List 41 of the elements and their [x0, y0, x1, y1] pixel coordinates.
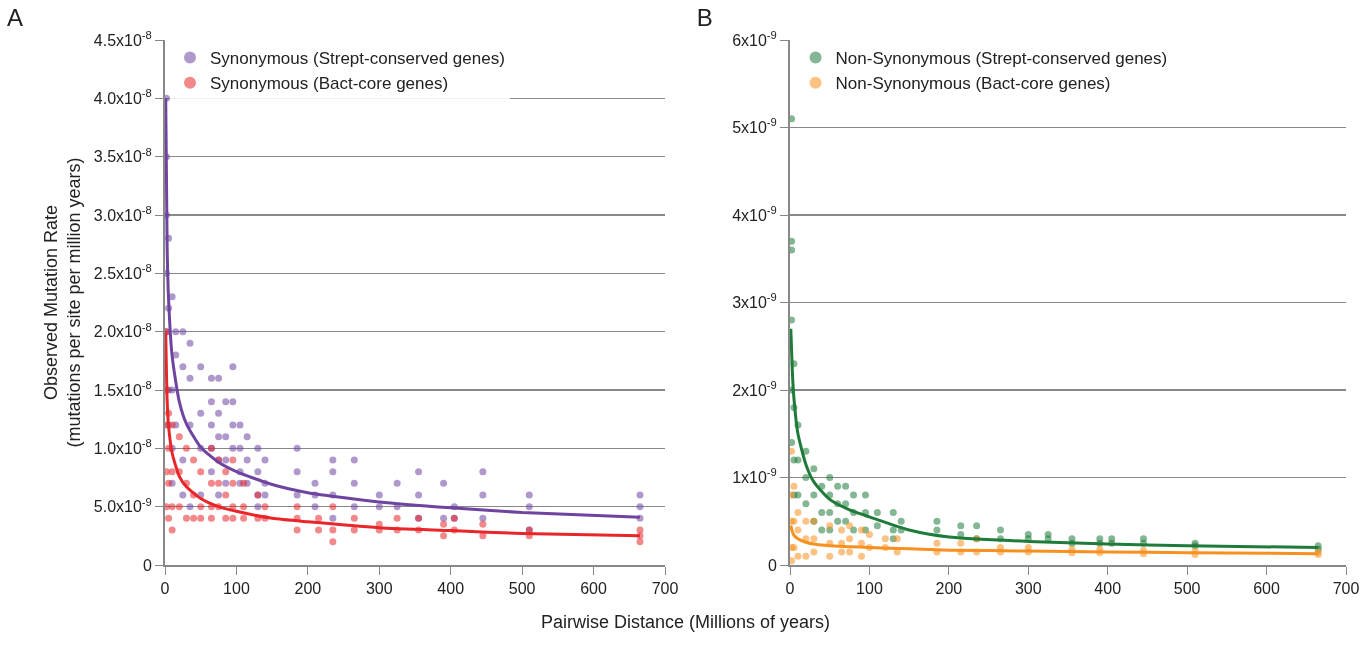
chart-title: B: [696, 3, 713, 31]
y-tick-label: 0: [767, 556, 777, 574]
y-tick-label: 3x10$^{-9}$: [732, 291, 777, 312]
y-tick-label: 6x10$^{-9}$: [732, 28, 777, 49]
x-tick-label: 400: [437, 580, 465, 598]
legend-label: Synonymous (Strept-conserved genes): [210, 49, 505, 69]
y-tick-label: 4.5x10$^{-8}$: [93, 28, 152, 49]
y-tick-label: 2x10$^{-9}$: [732, 378, 777, 399]
x-tick-label: 500: [508, 580, 536, 598]
x-tick-label: 300: [365, 580, 393, 598]
legend-label: Non-Synonymous (Strept-conserved genes): [835, 49, 1168, 69]
x-tick-label: 0: [785, 580, 795, 598]
y-tick-label: 1.0x10$^{-8}$: [93, 437, 152, 457]
y-tick-label: 4x10$^{-9}$: [732, 203, 777, 224]
x-tick-label: 0: [160, 580, 170, 598]
y-tick-label: 4.0x10$^{-8}$: [93, 87, 152, 107]
y-tick-label: 2.5x10$^{-8}$: [93, 262, 152, 282]
y-tick-label: 5.0x10$^{-9}$: [93, 495, 152, 516]
legend-label: Non-Synonymous (Bact-core genes): [835, 74, 1111, 94]
x-tick-label: 100: [223, 580, 250, 598]
y-tick-label: 1.5x10$^{-8}$: [93, 378, 152, 399]
y-tick-label: 5x10$^{-9}$: [732, 116, 777, 137]
x-tick-label: 200: [935, 580, 963, 598]
x-tick-label: 700: [651, 580, 679, 598]
y-tick-label: 3.0x10$^{-8}$: [93, 203, 152, 224]
x-tick-label: 600: [580, 580, 608, 598]
x-tick-label: 200: [294, 580, 322, 598]
y-tick-label: 0: [142, 556, 152, 574]
x-tick-label: 600: [1253, 580, 1281, 598]
x-axis-title: Pairwise Distance (Millions of years): [539, 612, 832, 633]
chart-title: A: [6, 3, 23, 31]
x-tick-label: 100: [856, 580, 883, 598]
y-axis-title: Observed Mutation Rate (mutations per site per million years): [41, 157, 85, 448]
x-tick-label: 500: [1173, 580, 1201, 598]
x-tick-label: 400: [1094, 580, 1122, 598]
x-tick-label: 700: [1332, 580, 1360, 598]
x-tick-label: 300: [1014, 580, 1042, 598]
y-tick-label: 3.5x10$^{-8}$: [93, 145, 152, 166]
y-tick-label: 2.0x10$^{-8}$: [93, 320, 152, 341]
y-tick-label: 1x10$^{-9}$: [732, 466, 777, 487]
legend-label: Synonymous (Bact-core genes): [210, 74, 449, 94]
